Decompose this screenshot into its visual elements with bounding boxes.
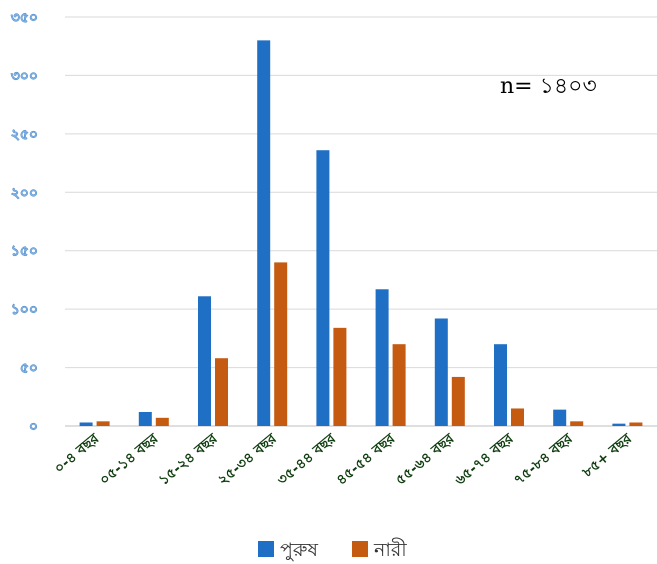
y-tick-label: ২০০: [11, 185, 38, 201]
bar-male: [494, 344, 507, 426]
bar-male: [257, 40, 271, 426]
bar-male: [79, 422, 93, 426]
legend-label: পুরুষ: [280, 539, 318, 561]
bar-male: [198, 296, 211, 426]
legend-label: নারী: [373, 538, 407, 561]
x-tick-label: ০৫-১৪ বছর: [97, 430, 163, 489]
legend: পুরুষ নারী: [258, 538, 407, 561]
bar-male: [316, 150, 330, 426]
x-tick-label: ০-৪ বছর: [51, 430, 103, 477]
bar-male: [138, 411, 152, 426]
bars: [79, 40, 643, 426]
y-axis-ticks: ০ ৫০ ১০০ ১৫০ ২০০ ২৫০ ৩০০ ৩৫০: [10, 10, 38, 436]
y-tick-label: ২৫০: [11, 127, 38, 143]
x-tick-label: ৭৫-৮৪ বছর: [511, 430, 577, 489]
bar-male: [553, 409, 567, 426]
x-tick-label: ৪৫-৫৪ বছর: [333, 430, 399, 489]
bar-female: [451, 376, 465, 426]
gridlines: [65, 16, 657, 427]
y-tick-label: ০: [29, 419, 38, 435]
legend-swatch: [258, 541, 274, 557]
legend-swatch: [352, 541, 368, 557]
y-tick-label: ১৫০: [11, 244, 38, 260]
bar-female: [274, 262, 288, 426]
bar-female: [392, 344, 406, 426]
bar-male: [375, 289, 389, 426]
bar-male: [612, 423, 626, 426]
x-tick-label: ৮৫+ বছর: [579, 430, 636, 481]
bar-female: [96, 421, 110, 426]
x-tick-label: ১৫-২৪ বছর: [156, 430, 222, 489]
bar-female: [333, 327, 347, 426]
bar-male: [434, 318, 448, 426]
sample-size-annotation: n= ১৪০৩: [500, 74, 597, 99]
x-tick-label: ৩৫-৪৪ বছর: [274, 430, 340, 489]
bar-female: [155, 417, 169, 426]
bar-female: [511, 408, 524, 426]
y-tick-label: ৩৫০: [11, 10, 38, 26]
bar-female: [629, 422, 643, 426]
y-tick-label: ৩০০: [11, 68, 38, 84]
x-tick-label: ৫৫-৬৪ বছর: [393, 430, 459, 489]
bar-female: [215, 358, 228, 426]
y-tick-label: ১০০: [11, 302, 38, 318]
bar-female: [570, 421, 584, 426]
x-tick-label: ৬৫-৭৪ বছর: [452, 430, 518, 489]
y-tick-label: ৫০: [20, 361, 38, 377]
x-tick-label: ২৫-৩৪ বছর: [215, 430, 281, 489]
